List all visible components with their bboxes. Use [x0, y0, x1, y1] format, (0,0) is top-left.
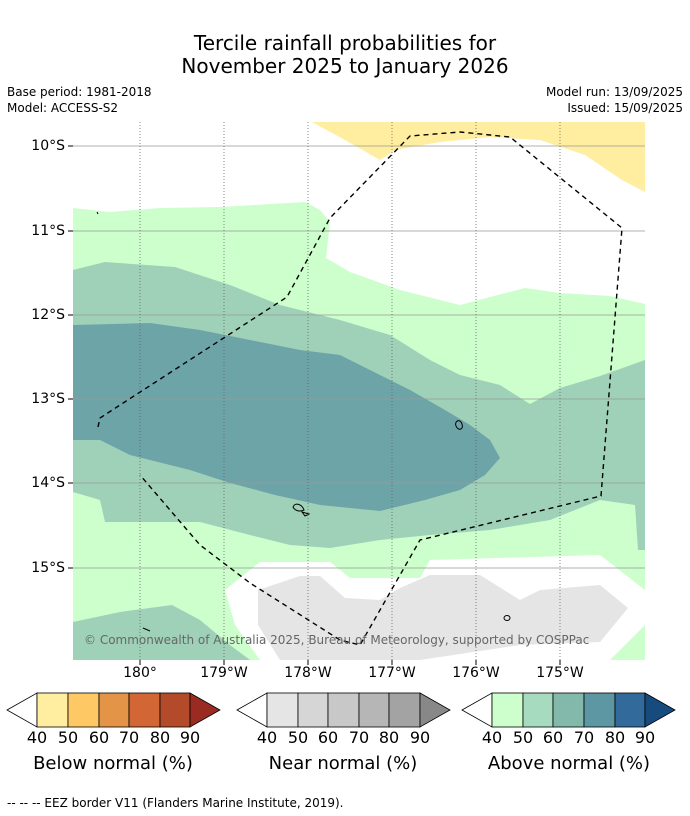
cb-below-tick: 90: [179, 728, 201, 747]
lon-label-175w: 175°W: [536, 665, 584, 681]
cb-above-tick: 70: [573, 728, 595, 747]
chart-title-line1: Tercile rainfall probabilities for: [193, 31, 497, 55]
lat-label-11s: 11°S: [31, 223, 65, 239]
lon-label-180: 180°: [123, 665, 157, 681]
lat-label-14s: 14°S: [31, 475, 65, 491]
cb-near-tick: 90: [409, 728, 431, 747]
eez-border: [97, 131, 623, 646]
lon-label-179w: 179°W: [200, 665, 248, 681]
cb-near-tick: 80: [378, 728, 400, 747]
lat-label-12s: 12°S: [31, 307, 65, 323]
issued-date: Issued: 15/09/2025: [567, 101, 683, 115]
cb-above-tick: 80: [604, 728, 626, 747]
above-normal-60-70-area: [73, 323, 500, 511]
cb-near-tick: 60: [317, 728, 339, 747]
near-normal-40-50-area: [258, 575, 628, 660]
cb-below-tick: 60: [88, 728, 110, 747]
cb-below-title: Below normal (%): [33, 753, 193, 774]
lat-label-13s: 13°S: [31, 391, 65, 407]
lat-label-15s: 15°S: [31, 560, 65, 576]
cb-above-tick: 90: [634, 728, 656, 747]
cb-below-tick: 80: [149, 728, 171, 747]
colorbar-above-normal: [461, 692, 676, 728]
lon-label-178w: 178°W: [284, 665, 332, 681]
cb-near-tick: 70: [348, 728, 370, 747]
lat-label-10s: 10°S: [31, 138, 65, 154]
cb-above-title: Above normal (%): [487, 753, 651, 774]
cb-near-tick: 50: [287, 728, 309, 747]
copyright-notice: © Commonwealth of Australia 2025, Bureau…: [84, 633, 590, 647]
island-wallis: [292, 503, 311, 517]
cb-above-tick: 60: [542, 728, 564, 747]
cb-below-tick: 50: [57, 728, 79, 747]
lon-label-177w: 177°W: [368, 665, 416, 681]
lon-label-176w: 176°W: [452, 665, 500, 681]
cb-below-tick: 70: [118, 728, 140, 747]
model-run: Model run: 13/09/2025: [545, 85, 683, 99]
cb-above-tick: 50: [512, 728, 534, 747]
model-name: Model: ACCESS-S2: [7, 101, 119, 115]
island-niuatoputapu: [455, 420, 463, 430]
island-small-se: [503, 615, 511, 621]
cb-near-title: Near normal (%): [268, 753, 418, 774]
cb-near-tick: 40: [256, 728, 278, 747]
above-normal-50-60-area-sw: [73, 605, 250, 660]
cb-above-tick: 40: [481, 728, 503, 747]
chart-title-line2: November 2025 to January 2026: [181, 54, 509, 78]
island-small-sw: [142, 627, 151, 632]
colorbar-below-normal: [6, 692, 221, 728]
colorbar-near-normal: [236, 692, 451, 728]
eez-footnote: -- -- -- EEZ border V11 (Flanders Marine…: [7, 796, 344, 810]
graticule: [73, 145, 645, 569]
axis-ticks: [68, 145, 561, 665]
base-period: Base period: 1981-2018: [7, 85, 152, 99]
island-small-nw: [96, 211, 99, 215]
cb-below-tick: 40: [26, 728, 48, 747]
below-normal-40-50-area: [312, 122, 645, 192]
